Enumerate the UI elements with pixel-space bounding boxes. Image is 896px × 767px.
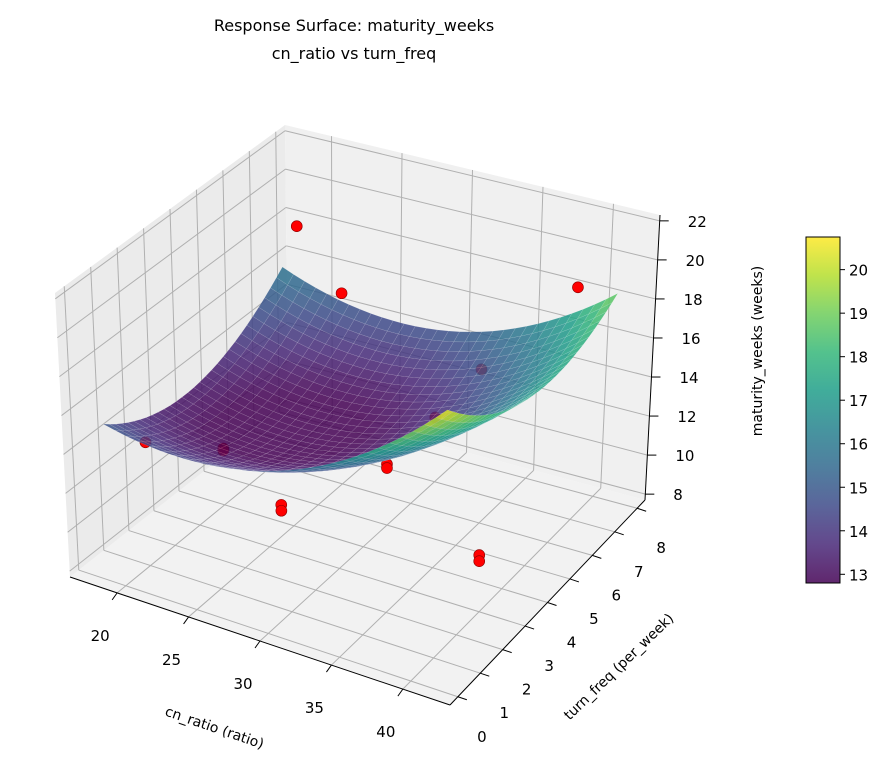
x-tick-label: 20: [91, 627, 110, 645]
surface-facet: [487, 410, 505, 420]
chart-subtitle: cn_ratio vs turn_freq: [272, 44, 437, 64]
surface-facet: [452, 414, 471, 423]
surface-facet: [446, 413, 466, 423]
y-tick-label: 4: [567, 634, 577, 652]
y-tick: [457, 696, 468, 701]
gridline-y: [103, 549, 481, 674]
gridline-z: [55, 130, 286, 300]
chart-title: Response Surface: maturity_weeks: [214, 16, 494, 36]
colorbar-tick-label: 13: [849, 566, 868, 584]
z-tick-label: 22: [688, 213, 707, 231]
gridline-z: [57, 168, 286, 339]
z-tick-label: 10: [675, 447, 694, 465]
y-tick-label: 2: [522, 681, 532, 699]
z-tick-label: 16: [682, 330, 701, 348]
y-tick-label: 5: [589, 610, 599, 628]
y-tick: [592, 554, 602, 559]
y-tick-label: 8: [656, 539, 666, 557]
colorbar-tick-label: 20: [849, 262, 868, 280]
x-tick: [183, 616, 189, 625]
y-tick: [614, 531, 624, 536]
y-tick: [480, 672, 490, 677]
colorbar-tick-label: 16: [849, 436, 868, 454]
y-tick: [524, 625, 535, 630]
data-point: [381, 462, 393, 474]
gridline-z: [285, 168, 658, 261]
gridline-z: [285, 206, 656, 300]
y-axis-label: turn_freq (per_week): [561, 611, 677, 724]
gridline-z: [59, 207, 287, 378]
gridline-x: [600, 203, 614, 489]
gridline-y: [90, 266, 105, 551]
gridline-z: [286, 283, 652, 378]
z-tick-label: 12: [677, 408, 696, 426]
surface-facet: [594, 302, 613, 319]
colorbar: 13 14 15 16 17 18 19 20: [805, 236, 868, 584]
colorbar-gradient: [805, 236, 841, 584]
surface-facet: [435, 409, 454, 420]
data-point: [290, 220, 303, 232]
gridline-z: [63, 283, 288, 455]
gridline-y: [143, 228, 155, 511]
z-tick-label: 8: [673, 486, 683, 504]
z-tick-label: 14: [679, 369, 698, 387]
gridline-y: [153, 510, 526, 627]
z-tick-label: 20: [686, 252, 705, 270]
y-tick: [636, 507, 647, 512]
gridline-y: [116, 247, 130, 531]
x-tick: [326, 664, 332, 673]
z-axis-label: maturity_weeks (weeks): [750, 266, 766, 437]
floor-pane: [70, 405, 645, 705]
gridline-y: [203, 470, 571, 580]
y-tick: [502, 649, 512, 654]
surface-facet: [503, 402, 522, 413]
gridline-z: [284, 130, 660, 222]
x-tick-label: 35: [305, 699, 324, 717]
response-surface: [103, 266, 619, 473]
y-tick: [569, 578, 580, 583]
y-tick-label: 3: [544, 657, 554, 675]
x-tick: [397, 688, 404, 697]
colorbar-tick-label: 14: [849, 523, 868, 541]
y-tick: [547, 602, 557, 606]
z-tick-label: 18: [684, 291, 703, 309]
data-point: [572, 281, 584, 294]
colorbar-tick-label: 18: [849, 349, 868, 367]
x-tick: [254, 640, 261, 649]
x-axis-label: cn_ratio (ratio): [163, 704, 266, 753]
data-point: [335, 287, 348, 300]
gridline-y: [128, 530, 503, 651]
surface-facet: [481, 412, 499, 422]
y-tick-label: 0: [477, 728, 487, 746]
z-axis-line: [644, 214, 661, 501]
colorbar-tick-label: 19: [849, 305, 868, 323]
gridline-z: [61, 245, 287, 416]
left-pane: [55, 125, 288, 577]
gridline-y: [178, 490, 548, 603]
data-point: [473, 555, 486, 567]
colorbar-tick-label: 15: [849, 479, 868, 497]
axis-panes: [55, 125, 660, 705]
y-tick-label: 7: [634, 563, 644, 581]
x-tick-label: 25: [162, 651, 181, 669]
y-tick-label: 6: [612, 586, 622, 604]
y-tick-label: 1: [499, 704, 509, 722]
x-tick: [111, 592, 118, 601]
x-tick-label: 30: [233, 675, 252, 693]
x-tick-label: 40: [376, 723, 395, 741]
gridline-y: [63, 286, 80, 571]
colorbar-tick-label: 17: [849, 392, 868, 410]
data-point: [275, 504, 288, 517]
surface-facet: [492, 408, 511, 418]
gridline-y: [78, 569, 459, 698]
